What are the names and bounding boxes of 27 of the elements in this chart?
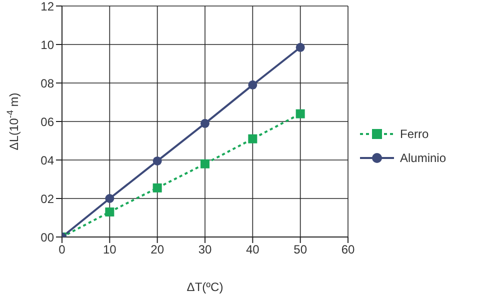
point [296,42,305,52]
point [105,207,114,216]
x-axis-title: ΔT(ºC) [186,280,224,294]
y-tick-label: 00 [40,230,54,244]
legend-label: Ferro [400,127,429,141]
y-tick-label: 08 [40,76,54,90]
legend-label: Aluminio [400,151,446,165]
y-tick-label: 12 [40,0,54,14]
point [248,134,258,144]
y-tick-label: 10 [40,38,54,52]
x-tick-label: 60 [341,242,355,257]
x-tick-label: 20 [150,242,164,257]
y-tick-label: 06 [40,114,54,129]
y-tick-label: 02 [40,192,54,206]
x-tick-label: 50 [294,242,308,257]
point [152,183,162,192]
x-tick-label: 40 [246,242,260,257]
y-tick-label: 04 [40,153,54,168]
point [248,80,258,90]
x-tick-label: 30 [198,242,212,257]
point [200,159,210,168]
point [296,109,305,118]
x-tick-label: 0 [58,242,66,257]
point [152,156,162,166]
point [200,118,210,128]
point [105,194,114,203]
x-tick-label: 10 [102,242,117,257]
